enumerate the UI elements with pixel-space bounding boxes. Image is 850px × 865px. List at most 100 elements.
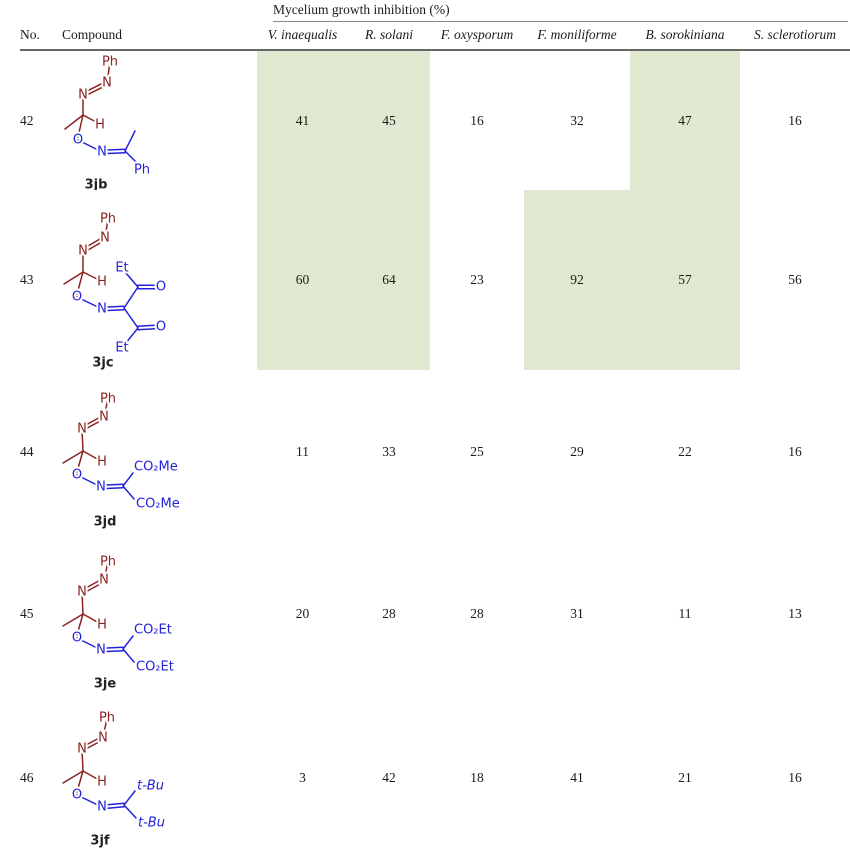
inhibition-value: 13 bbox=[788, 606, 802, 621]
span-header: Mycelium growth inhibition (%) bbox=[273, 3, 848, 22]
atom-label: N bbox=[96, 480, 106, 495]
atom-label: N bbox=[78, 88, 88, 103]
atom-label: Et bbox=[115, 261, 128, 276]
inhibition-value: 45 bbox=[348, 50, 430, 190]
col-header-compound: Compound bbox=[62, 22, 257, 51]
row-number: 45 bbox=[20, 606, 34, 621]
atom-label: t-Bu bbox=[138, 816, 165, 831]
row-number: 44 bbox=[20, 443, 34, 459]
inhibition-value: 56 bbox=[788, 272, 802, 287]
atom-label: O bbox=[72, 788, 82, 803]
compound-id-label: 3jc bbox=[92, 356, 113, 371]
span-header-row: Mycelium growth inhibition (%) bbox=[20, 3, 850, 22]
inhibition-value: 16 bbox=[788, 112, 802, 128]
atom-label: N bbox=[77, 585, 87, 600]
inhibition-value: 47 bbox=[630, 50, 740, 190]
inhibition-value: 42 bbox=[382, 769, 396, 785]
atom-label: O bbox=[156, 320, 166, 335]
inhibition-value: 16 bbox=[788, 769, 802, 785]
compound-id-label: 3jb bbox=[85, 178, 108, 191]
atom-label: O bbox=[72, 290, 82, 305]
atom-label: Ph bbox=[100, 212, 116, 227]
atom-label: CO₂Me bbox=[134, 460, 178, 475]
atom-label: H bbox=[97, 775, 107, 790]
row-number: 46 bbox=[20, 769, 34, 785]
atom-label: N bbox=[97, 302, 107, 317]
header-row: No. Compound V. inaequalis R. solani F. … bbox=[20, 22, 850, 51]
row-number: 43 bbox=[20, 272, 34, 287]
atom-label: O bbox=[72, 631, 82, 646]
atom-label: N bbox=[77, 422, 87, 437]
atom-label: CO₂Me bbox=[136, 497, 180, 512]
inhibition-value: 28 bbox=[470, 606, 484, 621]
inhibition-value: 32 bbox=[570, 112, 584, 128]
table-row: 43 Ph N N H O N Et O O Et 3jc 60 64 23 92 57 56 bbox=[20, 190, 850, 370]
atom-label: N bbox=[98, 731, 108, 746]
inhibition-value: 11 bbox=[296, 443, 309, 459]
atom-label: N bbox=[102, 76, 112, 91]
atom-label: N bbox=[100, 231, 110, 246]
col-header-b-sorokiniana: B. sorokiniana bbox=[630, 22, 740, 51]
inhibition-value: 33 bbox=[382, 443, 396, 459]
inhibition-value: 25 bbox=[470, 443, 484, 459]
atom-label: H bbox=[97, 275, 107, 290]
col-header-v-inaequalis: V. inaequalis bbox=[257, 22, 348, 51]
atom-label: t-Bu bbox=[137, 779, 164, 794]
atom-label: CO₂Et bbox=[134, 623, 172, 638]
atom-label: CO₂Et bbox=[136, 660, 174, 675]
col-header-s-sclerotiorum: S. sclerotiorum bbox=[740, 22, 850, 51]
inhibition-value: 60 bbox=[257, 190, 348, 370]
inhibition-value: 92 bbox=[524, 190, 630, 370]
col-header-f-oxysporum: F. oxysporum bbox=[430, 22, 524, 51]
inhibition-table: No. Compound V. inaequalis R. solani F. … bbox=[20, 22, 850, 860]
col-header-r-solani: R. solani bbox=[348, 22, 430, 51]
atom-label: N bbox=[96, 643, 106, 658]
atom-label: O bbox=[73, 133, 83, 148]
compound-cell: Ph N N H O N CO₂Me CO₂Me 3jd bbox=[62, 370, 257, 533]
compound-id-label: 3jf bbox=[90, 834, 110, 849]
inhibition-value: 57 bbox=[630, 190, 740, 370]
atom-label: N bbox=[97, 800, 107, 815]
inhibition-value: 20 bbox=[295, 606, 310, 621]
atom-label: Ph bbox=[134, 163, 150, 178]
atom-label: N bbox=[99, 410, 109, 425]
inhibition-value: 28 bbox=[382, 606, 396, 621]
table-row: 45 Ph N N H O N CO₂Et CO₂Et 3je 20 28 28 31 11 13 bbox=[20, 533, 850, 695]
table-row: 44 Ph N N H O N CO₂Me CO₂Me 3jd 11 33 25 29 22 16 bbox=[20, 370, 850, 533]
inhibition-value: 41 bbox=[257, 50, 348, 190]
compound-cell: Ph N N H O N CO₂Et CO₂Et 3je bbox=[62, 533, 257, 695]
compound-cell: Ph N N H O N Ph 3jb bbox=[62, 50, 257, 190]
inhibition-value: 21 bbox=[678, 769, 692, 785]
row-number: 42 bbox=[20, 112, 34, 128]
table-row: 42 Ph N N H O N Ph 3jb 41 45 16 32 47 16 bbox=[20, 50, 850, 190]
inhibition-value: 41 bbox=[570, 769, 584, 785]
atom-label: N bbox=[77, 742, 87, 757]
inhibition-value: 16 bbox=[470, 112, 484, 128]
inhibition-value: 23 bbox=[470, 272, 484, 287]
compound-id-label: 3je bbox=[94, 677, 117, 692]
atom-label: Ph bbox=[102, 55, 118, 70]
atom-label: Et bbox=[115, 341, 128, 356]
atom-label: Ph bbox=[100, 555, 116, 570]
atom-label: N bbox=[78, 244, 88, 259]
col-header-no: No. bbox=[20, 22, 62, 51]
table-body: 42 Ph N N H O N Ph 3jb 41 45 16 32 47 16 43 Ph N N H O N Et O O E… bbox=[20, 50, 850, 860]
inhibition-value: 31 bbox=[570, 606, 584, 621]
inhibition-value: 22 bbox=[678, 443, 692, 459]
atom-label: H bbox=[95, 118, 105, 133]
inhibition-value: 18 bbox=[470, 769, 484, 785]
atom-label: Ph bbox=[100, 392, 116, 407]
compound-id-label: 3jd bbox=[94, 515, 117, 530]
atom-label: H bbox=[97, 618, 107, 633]
compound-cell: Ph N N H O N Et O O Et 3jc bbox=[62, 190, 257, 370]
atom-label: H bbox=[97, 455, 107, 470]
atom-label: N bbox=[97, 145, 107, 160]
